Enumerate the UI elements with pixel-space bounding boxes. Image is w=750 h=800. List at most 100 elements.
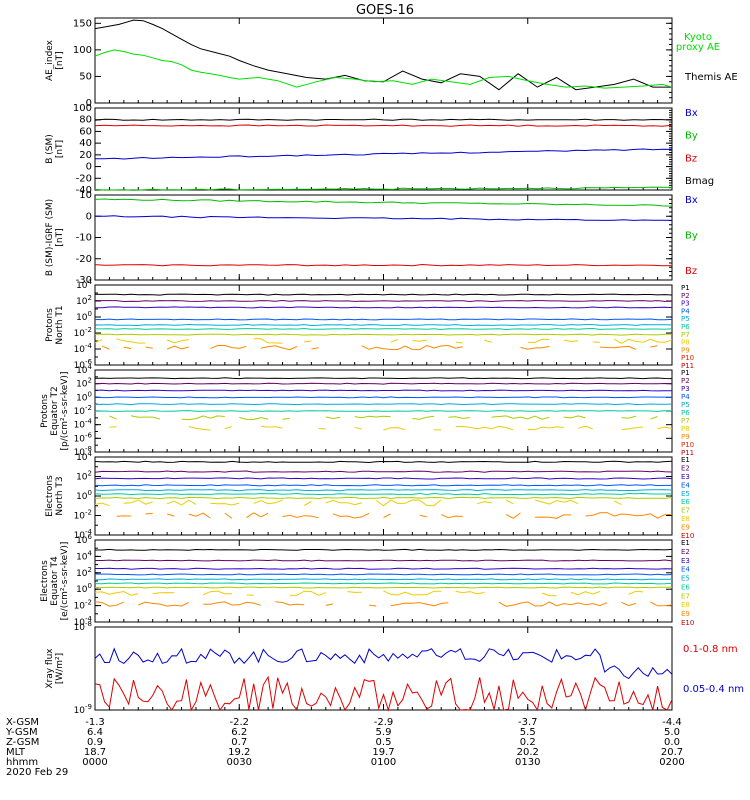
y-axis-label: Protons: [45, 308, 55, 342]
channel-line: [657, 426, 673, 430]
y-tick-label: -10: [76, 233, 92, 244]
y-tick-label: 102: [76, 470, 92, 483]
channel-line: [484, 339, 492, 343]
channel-line: [578, 425, 593, 430]
y-tick-label: 20: [79, 150, 92, 161]
y-axis-label: B (SM): [45, 134, 55, 164]
y-tick-label: 60: [79, 126, 92, 137]
y-tick-label: 10-4: [74, 528, 93, 541]
channel-line: [210, 345, 247, 350]
channel-line: [621, 415, 637, 419]
axis-table-value: -4.4: [662, 717, 682, 728]
y-tick-label: 0: [86, 98, 92, 109]
y-tick-label: 100: [76, 390, 92, 403]
channel-label: P3: [681, 385, 690, 393]
y-tick-label: 104: [76, 363, 92, 376]
y-tick-label: 10: [79, 190, 92, 201]
channel-line: [239, 416, 269, 421]
channel-line: [282, 514, 319, 519]
axis-table-value: -1.3: [85, 717, 105, 728]
channel-line: [477, 501, 492, 505]
y-tick-label: -20: [76, 173, 92, 184]
channel-line: [303, 501, 312, 506]
y-tick-label: 10-2: [74, 404, 92, 417]
channel-line: [94, 484, 672, 487]
channel-line: [123, 346, 132, 350]
axis-table-value: -2.2: [229, 717, 249, 728]
channel-line: [94, 318, 673, 321]
channel-label: P4: [681, 393, 690, 401]
series-bmag: [94, 118, 673, 121]
legend-label: Kyoto: [684, 32, 712, 43]
channel-label: E6: [681, 583, 690, 591]
y-axis-label: Protons: [40, 394, 50, 428]
channel-line: [224, 426, 233, 430]
y-axis-label: [nT]: [55, 51, 65, 69]
channel-line: [455, 341, 463, 344]
series-bx: [94, 215, 673, 221]
axis-table-value: 0.2: [520, 737, 536, 748]
channel-line: [94, 578, 673, 581]
channel-label: E5: [681, 490, 690, 498]
legend-label: Bz: [685, 266, 697, 277]
y-tick-label: 10-9: [74, 703, 92, 716]
axis-table-label: MLT: [6, 747, 26, 758]
y-axis-label: AE_index: [45, 39, 55, 81]
channel-line: [253, 338, 283, 344]
channel-label: P10: [681, 354, 694, 362]
channel-line: [311, 347, 319, 350]
channel-label: E3: [681, 557, 690, 565]
axis-table-value: 0.7: [231, 737, 247, 748]
channel-line: [614, 338, 673, 344]
y-tick-label: 10-4: [74, 418, 93, 431]
series-bx: [95, 148, 673, 160]
channel-line: [383, 513, 391, 518]
channel-label: E2: [681, 464, 690, 472]
channel-line: [354, 415, 391, 419]
channel-line: [94, 489, 673, 492]
axis-table-label: hhmm: [6, 757, 38, 768]
channel-line: [448, 416, 471, 419]
axis-table-label: Y-GSM: [5, 727, 38, 738]
legend-label: 0.05-0.4 nm: [683, 684, 744, 695]
y-axis-label: North T3: [55, 476, 65, 515]
channel-line: [94, 333, 673, 336]
channel-line: [527, 338, 550, 344]
y-axis-label: [nT]: [55, 228, 65, 246]
legend-label: By: [685, 231, 698, 242]
channel-line: [390, 338, 399, 343]
channel-label: E8: [681, 601, 690, 609]
y-axis-label: B (SM)-IGRF (SM): [45, 199, 55, 276]
channel-label: P7: [681, 417, 690, 425]
y-tick-label: 102: [76, 566, 92, 579]
panel-frame: [94, 539, 673, 623]
legend-label: Bx: [685, 195, 698, 206]
channel-line: [614, 500, 622, 506]
y-tick-label: 100: [73, 103, 92, 114]
legend-label: Themis AE: [684, 72, 738, 83]
channel-line: [166, 513, 175, 517]
channel-line: [354, 426, 363, 430]
channel-line: [390, 602, 449, 607]
channel-line: [94, 327, 673, 331]
legend-label: Bmag: [685, 176, 714, 187]
channel-line: [498, 601, 608, 607]
channel-label: E1: [681, 539, 690, 547]
channel-label: P1: [681, 369, 690, 377]
y-axis-label: [e/(cm²-s-sr-keV)]: [60, 542, 70, 621]
legend-label: Bx: [685, 108, 698, 119]
channel-line: [145, 512, 153, 515]
channel-label: P5: [681, 315, 690, 323]
axis-table-value: 20.7: [661, 747, 683, 758]
panel-frame: [94, 17, 673, 104]
channel-line: [95, 548, 673, 551]
channel-line: [455, 590, 485, 595]
channel-label: E4: [681, 481, 690, 489]
channel-line: [94, 293, 673, 296]
channel-line: [455, 425, 514, 431]
channel-line: [166, 499, 197, 506]
axis-table-value: 6.4: [87, 727, 103, 738]
channel-line: [94, 460, 673, 464]
y-tick-label: 102: [76, 294, 92, 307]
